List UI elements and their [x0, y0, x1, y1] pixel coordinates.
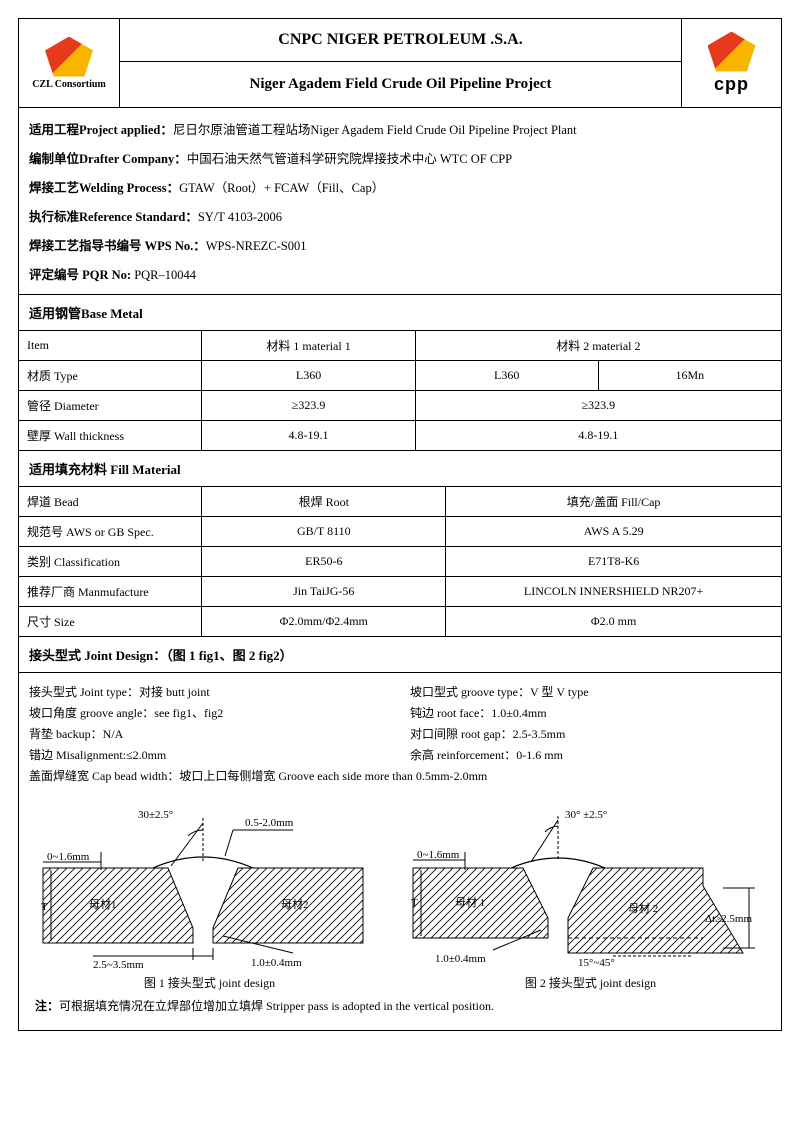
- joint-design-title: 接头型式 Joint Design：（图 1 fig1、图 2 fig2）: [19, 637, 781, 673]
- company-name: CNPC NIGER PETROLEUM .S.A.: [120, 19, 681, 62]
- cap-bead-width: 盖面焊缝宽 Cap bead width：坡口上口每侧增宽 Groove eac…: [29, 767, 771, 784]
- table-row: 壁厚 Wall thickness 4.8-19.1 4.8-19.1: [19, 421, 781, 451]
- base-metal-table: Item 材料 1 material 1 材料 2 material 2 材质 …: [19, 331, 781, 451]
- fill-material-table: 焊道 Bead 根焊 Root 填充/盖面 Fill/Cap 规范号 AWS o…: [19, 487, 781, 637]
- backup: 背垫 backup：N/A: [29, 725, 390, 742]
- table-row: 类别 ClassificationER50-6E71T8-K6: [19, 547, 781, 577]
- right-logo-caption: cpp: [714, 74, 749, 95]
- info-process: 焊接工艺Welding Process：GTAW（Root）+ FCAW（Fil…: [29, 172, 771, 201]
- misalignment: 错边 Misalignment:≤2.0mm: [29, 746, 390, 763]
- project-name: Niger Agadem Field Crude Oil Pipeline Pr…: [120, 62, 681, 107]
- svg-text:0.5-2.0mm: 0.5-2.0mm: [245, 817, 294, 829]
- cpp-logo-icon: [708, 32, 756, 72]
- logo-left: CZL Consortium: [19, 19, 119, 107]
- fig1-caption: 图 1 接头型式 joint design: [29, 970, 390, 995]
- svg-text:15°~45°: 15°~45°: [578, 957, 615, 968]
- svg-text:30° ±2.5°: 30° ±2.5°: [565, 809, 607, 821]
- fm-col-fillcap: 填充/盖面 Fill/Cap: [446, 487, 781, 517]
- svg-text:2.5~3.5mm: 2.5~3.5mm: [93, 959, 144, 968]
- info-pqr: 评定编号 PQR No: PQR–10044: [29, 259, 771, 288]
- table-row: 推荐厂商 ManmufactureJin TaiJG-56LINCOLN INN…: [19, 577, 781, 607]
- czl-logo-icon: [45, 37, 93, 77]
- info-drafter: 编制单位Drafter Company：中国石油天然气管道科学研究院焊接技术中心…: [29, 143, 771, 172]
- document-frame: CZL Consortium CNPC NIGER PETROLEUM .S.A…: [18, 18, 782, 1031]
- fig2-caption: 图 2 接头型式 joint design: [410, 970, 771, 995]
- svg-text:T: T: [411, 897, 418, 909]
- fm-col-bead: 焊道 Bead: [19, 487, 202, 517]
- fig2-diagram: 30° ±2.5° 0~1.6mm T 母材 1 母材 2 1.0±0.4mm …: [403, 798, 763, 968]
- svg-text:1.0±0.4mm: 1.0±0.4mm: [435, 953, 486, 965]
- table-row: 尺寸 SizeΦ2.0mm/Φ2.4mmΦ2.0 mm: [19, 607, 781, 637]
- info-project-applied: 适用工程Project applied：尼日尔原油管道工程站场Niger Aga…: [29, 114, 771, 143]
- fm-col-root: 根焊 Root: [202, 487, 446, 517]
- reinforcement: 余高 reinforcement：0-1.6 mm: [410, 746, 771, 763]
- groove-type: 坡口型式 groove type：V 型 V type: [410, 683, 771, 700]
- root-face: 钝边 root face：1.0±0.4mm: [410, 704, 771, 721]
- table-row: 规范号 AWS or GB Spec.GB/T 8110AWS A 5.29: [19, 517, 781, 547]
- svg-text:0~1.6mm: 0~1.6mm: [47, 851, 90, 863]
- base-metal-title: 适用钢管Base Metal: [19, 295, 781, 331]
- root-gap: 对口间隙 root gap：2.5-3.5mm: [410, 725, 771, 742]
- svg-text:Δt≥2.5mm: Δt≥2.5mm: [705, 913, 752, 925]
- info-standard: 执行标准Reference Standard：SY/T 4103-2006: [29, 201, 771, 230]
- fill-material-title: 适用填充材料 Fill Material: [19, 451, 781, 487]
- joint-note: 注：可根据填充情况在立焊部位增加立填焊 Stripper pass is ado…: [29, 995, 771, 1024]
- header: CZL Consortium CNPC NIGER PETROLEUM .S.A…: [19, 19, 781, 108]
- joint-figures: 30±2.5° 0.5-2.0mm 0~1.6mm T 母材1 母材2: [29, 792, 771, 970]
- groove-angle: 坡口角度 groove angle：see fig1、fig2: [29, 704, 390, 721]
- bm-col-m1: 材料 1 material 1: [202, 331, 415, 361]
- header-titles: CNPC NIGER PETROLEUM .S.A. Niger Agadem …: [119, 19, 681, 107]
- svg-text:30±2.5°: 30±2.5°: [138, 809, 173, 821]
- fig1-diagram: 30±2.5° 0.5-2.0mm 0~1.6mm T 母材1 母材2: [33, 798, 383, 968]
- joint-params: 接头型式 Joint type：对接 butt joint 坡口型式 groov…: [29, 679, 771, 792]
- svg-text:0~1.6mm: 0~1.6mm: [417, 849, 460, 861]
- svg-text:1.0±0.4mm: 1.0±0.4mm: [251, 957, 302, 968]
- table-row: 材质 Type L360 L360 16Mn: [19, 361, 781, 391]
- joint-design-section: 接头型式 Joint type：对接 butt joint 坡口型式 groov…: [19, 673, 781, 1030]
- left-logo-caption: CZL Consortium: [32, 79, 106, 90]
- joint-type: 接头型式 Joint type：对接 butt joint: [29, 683, 390, 700]
- bm-col-item: Item: [19, 331, 202, 361]
- svg-text:母材1: 母材1: [89, 897, 117, 911]
- info-section: 适用工程Project applied：尼日尔原油管道工程站场Niger Aga…: [19, 108, 781, 295]
- svg-text:T: T: [41, 901, 48, 913]
- svg-text:母材2: 母材2: [281, 897, 309, 911]
- figure-captions: 图 1 接头型式 joint design 图 2 接头型式 joint des…: [29, 970, 771, 995]
- logo-right: cpp: [681, 19, 781, 107]
- bm-col-m2: 材料 2 material 2: [415, 331, 781, 361]
- table-row: 管径 Diameter ≥323.9 ≥323.9: [19, 391, 781, 421]
- info-wps: 焊接工艺指导书编号 WPS No.：WPS-NREZC-S001: [29, 230, 771, 259]
- svg-text:母材 1: 母材 1: [455, 895, 485, 909]
- svg-text:母材 2: 母材 2: [628, 901, 658, 915]
